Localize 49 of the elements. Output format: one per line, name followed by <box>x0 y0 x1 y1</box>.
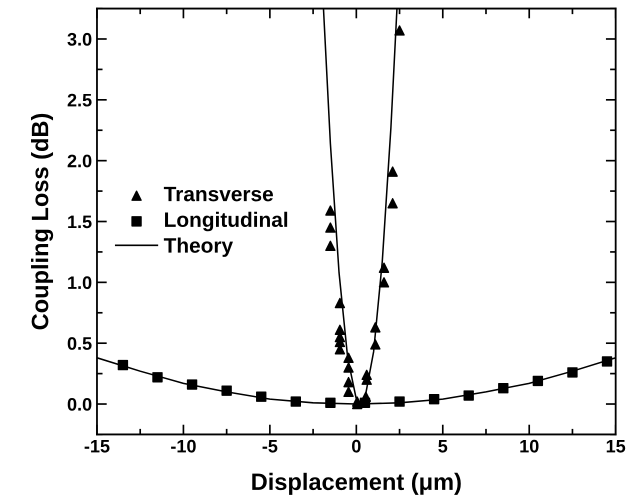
point <box>370 322 381 333</box>
point <box>360 398 370 408</box>
y-tick-label: 0.5 <box>68 337 92 350</box>
point <box>256 392 266 402</box>
y-tick-label: 1.5 <box>68 216 92 228</box>
x-tick-label: -10 <box>171 440 196 453</box>
point <box>370 339 381 350</box>
point <box>498 383 508 394</box>
x-tick-label: 0 <box>352 440 361 453</box>
point <box>221 385 232 396</box>
x-tick-label: -15 <box>84 440 110 453</box>
y-tick-label: 0.0 <box>68 398 92 411</box>
x-axis-title: Displacement (μm) <box>252 472 461 495</box>
point <box>343 376 354 388</box>
y-tick-label: 3.0 <box>67 32 92 46</box>
point <box>334 298 346 308</box>
x-tick-label: 5 <box>438 440 448 453</box>
legend-label: Theory <box>164 238 233 257</box>
point <box>325 205 336 216</box>
point <box>378 262 390 273</box>
point <box>464 390 474 401</box>
y-axis-title: Coupling Loss (dB) <box>31 114 54 330</box>
point <box>387 166 398 177</box>
point <box>343 386 354 398</box>
legend-label: Longitudinal <box>165 212 288 232</box>
point <box>343 352 354 363</box>
point <box>343 362 354 373</box>
point <box>387 198 398 208</box>
point <box>186 379 198 390</box>
y-tick-label: 1.0 <box>68 276 92 290</box>
legend-label: Transverse <box>164 186 273 202</box>
point <box>152 372 163 382</box>
point <box>532 376 544 386</box>
point <box>602 356 612 367</box>
point <box>394 25 405 36</box>
x-tick-label: 10 <box>520 440 539 453</box>
point <box>567 367 578 378</box>
point <box>428 394 440 404</box>
x-tick-label: 15 <box>606 440 626 453</box>
y-tick-label: 2.5 <box>68 94 92 107</box>
point <box>325 398 336 408</box>
point <box>394 396 405 407</box>
point <box>290 396 302 407</box>
point <box>378 277 390 288</box>
point <box>118 360 128 370</box>
point <box>325 222 336 233</box>
point <box>325 240 336 252</box>
x-tick-label: -5 <box>262 440 278 453</box>
y-tick-label: 2.0 <box>68 154 92 168</box>
